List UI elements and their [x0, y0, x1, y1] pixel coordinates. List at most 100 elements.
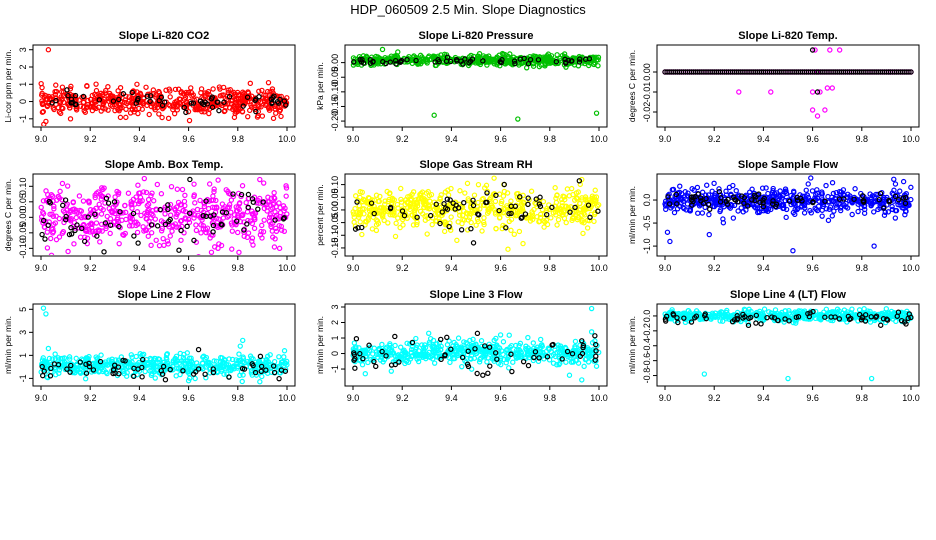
y-axis-label: ml/min per min. — [627, 316, 637, 374]
outlier-point — [809, 107, 816, 113]
data-point — [430, 343, 437, 350]
data-point — [217, 93, 224, 99]
data-point — [176, 365, 182, 371]
data-point — [462, 56, 468, 62]
y-tick-label: -0.5 — [642, 215, 652, 231]
data-point — [144, 93, 150, 99]
x-tick-label: 10.0 — [902, 263, 920, 273]
panel-title: Slope Line 2 Flow — [118, 289, 211, 301]
data-point — [140, 224, 146, 230]
data-point — [107, 216, 114, 222]
data-point — [84, 355, 90, 361]
y-tick-label: -0.6 — [642, 353, 652, 369]
data-point — [39, 361, 45, 367]
data-point — [541, 224, 547, 230]
data-point — [267, 212, 274, 218]
data-point — [112, 210, 118, 217]
data-point — [74, 367, 80, 374]
outlier-point — [254, 114, 261, 120]
data-point — [149, 362, 155, 369]
data-point — [595, 57, 601, 63]
data-point — [437, 220, 443, 227]
data-point — [845, 191, 851, 197]
data-point — [83, 361, 89, 367]
data-point — [241, 229, 247, 235]
data-point — [103, 195, 110, 202]
data-point — [240, 372, 246, 378]
data-point — [506, 332, 512, 338]
data-point — [139, 374, 145, 380]
data-point — [837, 207, 844, 214]
data-point — [790, 188, 797, 194]
data-point — [209, 102, 216, 108]
data-point — [694, 184, 701, 191]
data-point — [264, 88, 271, 95]
data-point — [809, 188, 816, 194]
data-point — [209, 220, 216, 226]
data-point — [145, 207, 151, 214]
data-point — [136, 105, 142, 112]
data-point — [351, 211, 357, 217]
data-point — [260, 229, 267, 235]
data-point — [102, 220, 109, 226]
data-point — [433, 204, 439, 210]
plot-frame — [32, 173, 296, 257]
data-point — [516, 228, 523, 235]
data-point — [553, 199, 560, 206]
data-point — [52, 91, 59, 98]
data-point — [390, 350, 397, 356]
data-point — [430, 337, 437, 344]
data-point — [480, 58, 486, 64]
data-point — [892, 193, 899, 200]
data-point — [240, 89, 246, 95]
data-point — [780, 205, 786, 212]
x-tick-label: 9.4 — [757, 134, 770, 144]
data-point — [443, 205, 449, 211]
data-point — [67, 356, 73, 362]
data-point — [593, 363, 600, 369]
data-point — [448, 185, 454, 192]
data-point — [563, 59, 569, 65]
data-point — [195, 366, 202, 372]
data-point — [567, 209, 573, 215]
data-point — [353, 335, 360, 342]
data-point — [563, 219, 569, 226]
data-point — [261, 205, 268, 212]
data-point — [467, 58, 474, 64]
data-point — [93, 205, 99, 212]
data-point — [410, 222, 417, 228]
data-point — [503, 225, 509, 231]
data-point — [493, 192, 499, 199]
x-tick-label: 9.6 — [182, 134, 195, 144]
data-point — [94, 233, 100, 239]
data-point — [351, 59, 357, 65]
y-tick-label: -0.05 — [330, 212, 340, 233]
data-point — [446, 223, 452, 230]
data-point — [178, 217, 185, 224]
data-point — [145, 233, 151, 239]
data-point — [357, 56, 363, 63]
data-point — [175, 209, 181, 216]
data-point — [191, 215, 197, 221]
data-point — [385, 220, 391, 226]
data-point — [65, 92, 71, 99]
y-tick-label: -0.8 — [642, 368, 652, 384]
data-point — [409, 212, 415, 218]
y-tick-label: -0.15 — [330, 238, 340, 259]
data-point — [123, 114, 129, 121]
data-point — [711, 180, 717, 187]
points — [662, 175, 914, 254]
data-point — [216, 107, 222, 114]
data-point — [159, 225, 165, 232]
points — [38, 305, 290, 385]
data-point — [535, 57, 542, 63]
data-point — [753, 194, 759, 200]
data-point — [908, 69, 914, 75]
data-point — [225, 87, 231, 93]
data-point — [236, 249, 242, 255]
data-point — [892, 215, 899, 221]
data-point — [409, 339, 416, 346]
data-point — [174, 104, 180, 110]
data-point — [273, 225, 279, 232]
data-point — [152, 216, 159, 222]
